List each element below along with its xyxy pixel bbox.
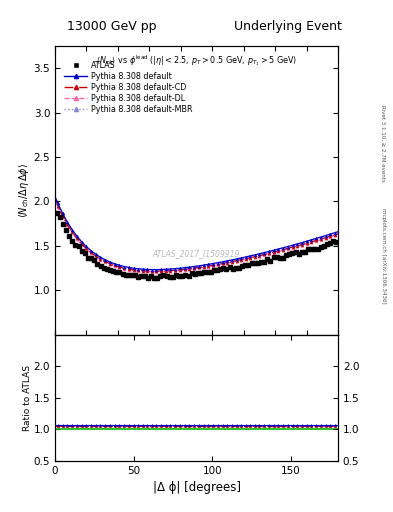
Y-axis label: $\langle N_\mathrm{ch} / \Delta\eta\, \Delta\phi \rangle$: $\langle N_\mathrm{ch} / \Delta\eta\, \D… [17,163,31,218]
Legend: ATLAS, Pythia 8.308 default, Pythia 8.308 default-CD, Pythia 8.308 default-DL, P: ATLAS, Pythia 8.308 default, Pythia 8.30… [62,59,195,117]
Text: mcplots.cern.ch [arXiv:1306.3436]: mcplots.cern.ch [arXiv:1306.3436] [381,208,386,304]
Text: Underlying Event: Underlying Event [234,20,342,33]
Text: $\langle N_{ch}\rangle$ vs $\phi^\mathrm{lead}$ ($|\eta| < 2.5,\, p_T > 0.5$ GeV: $\langle N_{ch}\rangle$ vs $\phi^\mathrm… [96,53,297,68]
Text: 13000 GeV pp: 13000 GeV pp [67,20,156,33]
Text: ATLAS_2017_I1509919: ATLAS_2017_I1509919 [153,249,240,258]
Y-axis label: Ratio to ATLAS: Ratio to ATLAS [23,365,32,431]
X-axis label: |Δ ϕ| [degrees]: |Δ ϕ| [degrees] [152,481,241,494]
Text: Rivet 3.1.10, ≥ 2.7M events: Rivet 3.1.10, ≥ 2.7M events [381,105,386,182]
